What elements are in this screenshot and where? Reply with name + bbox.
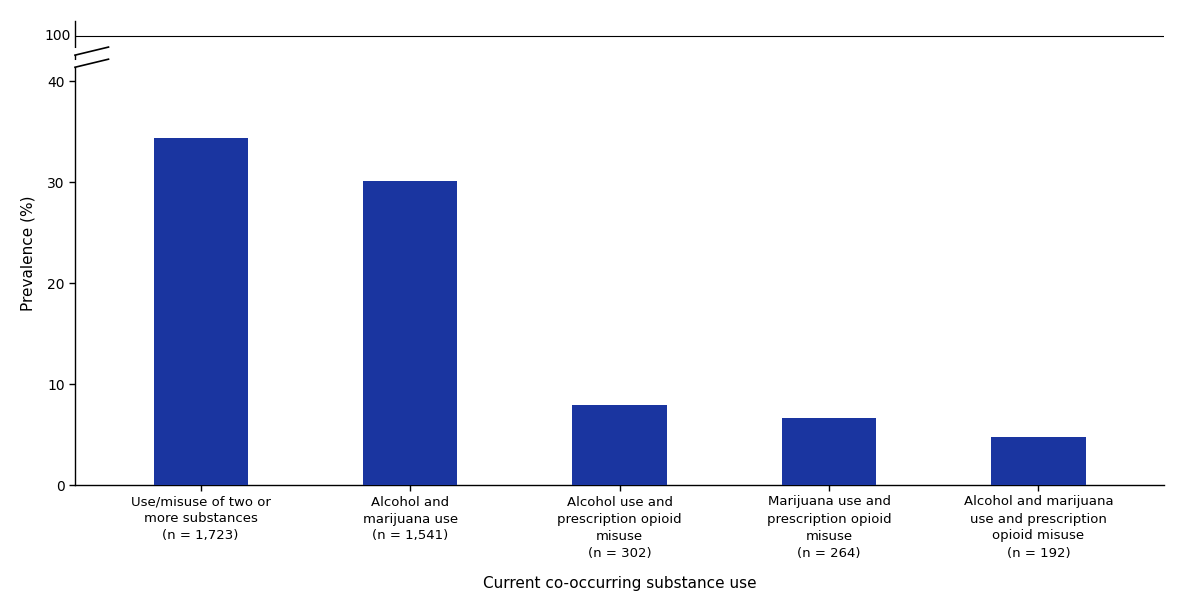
X-axis label: Current co-occurring substance use: Current co-occurring substance use: [482, 576, 756, 591]
Bar: [154, 138, 248, 485]
Bar: [572, 405, 667, 485]
Bar: [992, 436, 1085, 485]
Bar: [782, 419, 876, 485]
Y-axis label: Prevalence (%): Prevalence (%): [21, 195, 36, 311]
Text: 100: 100: [44, 29, 71, 43]
Bar: [363, 181, 457, 485]
